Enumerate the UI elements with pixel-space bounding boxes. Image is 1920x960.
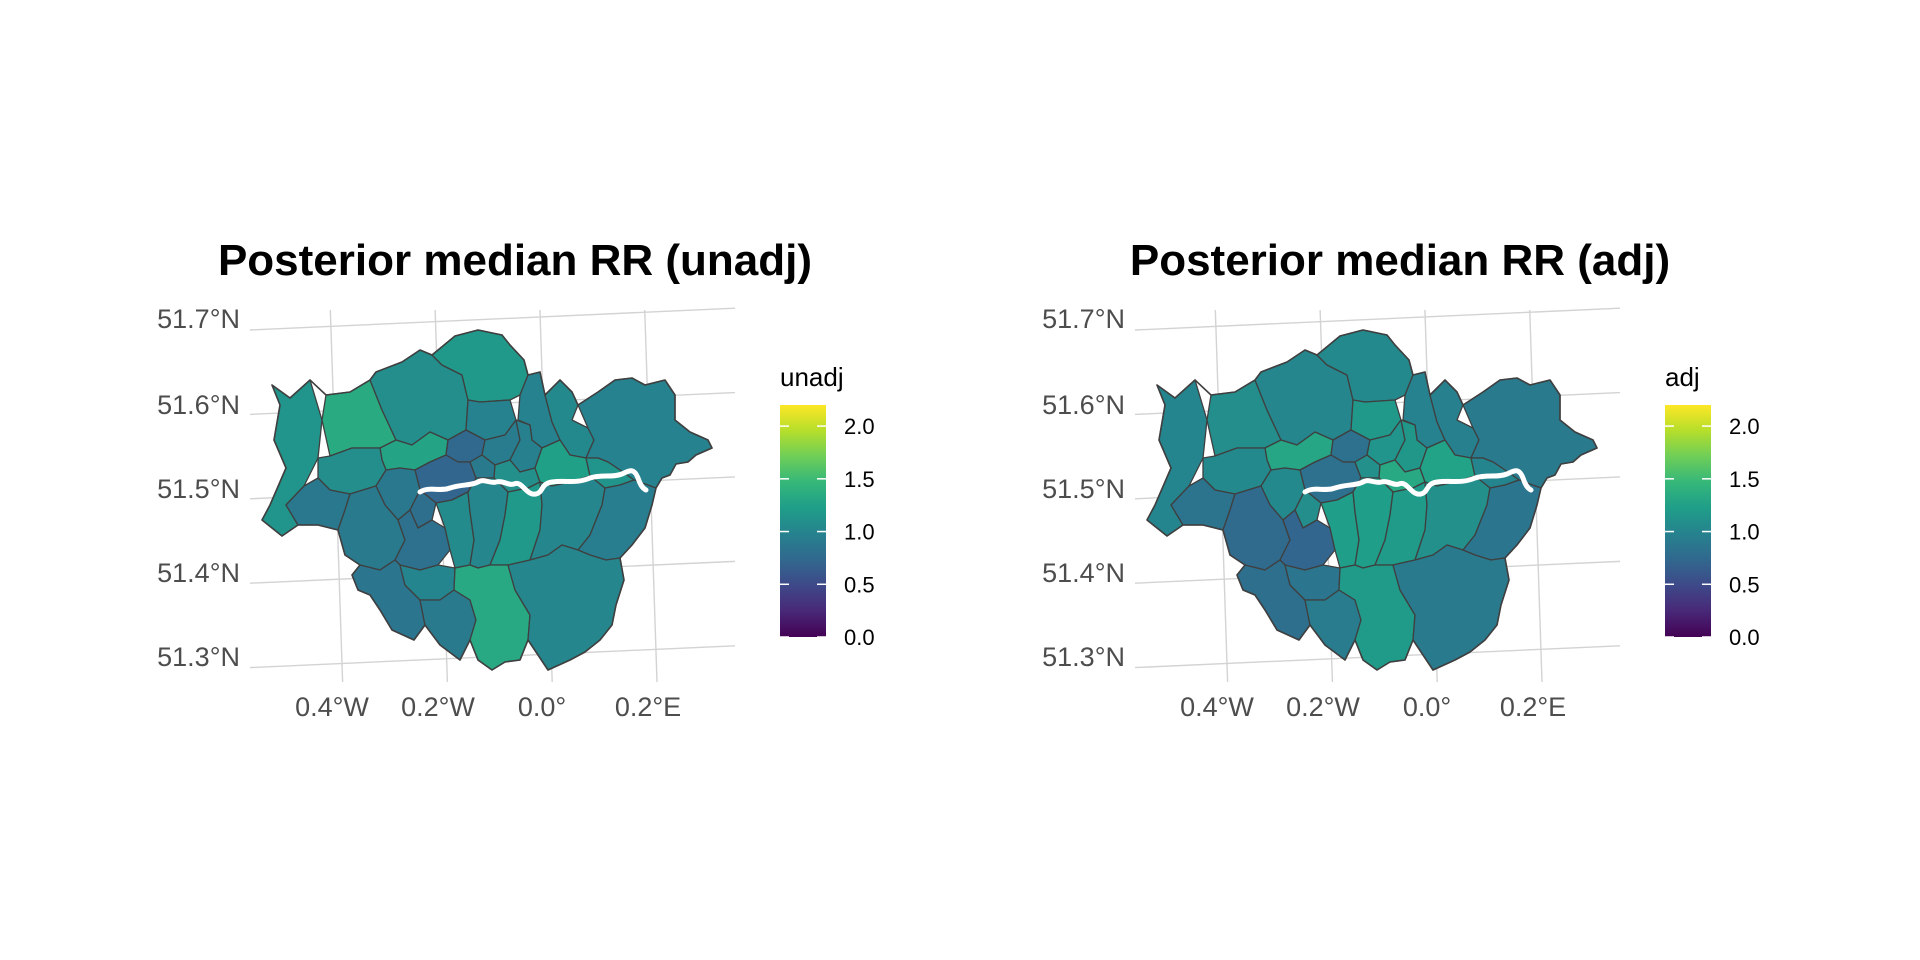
borough-sutton	[1304, 589, 1362, 661]
london-outline	[1146, 329, 1598, 671]
lon-tick-label: 0.4°W	[295, 692, 369, 722]
lon-tick-label: 0.0°	[1403, 692, 1451, 722]
map-panel-unadj: Posterior median RR (unadj) 51.7°N 51.6°N 5…	[157, 236, 874, 722]
map-panel-adj: Posterior median RR (adj)51.7°N 51.6°N 51.…	[1042, 236, 1759, 722]
lon-tick-label: 0.4°W	[1180, 692, 1254, 722]
lat-tick-label: 51.7°N	[157, 304, 240, 334]
legend-tick-label: 0.0	[1729, 625, 1760, 650]
colorbar	[780, 405, 826, 637]
lat-tick-label: 51.4°N	[157, 558, 240, 588]
lat-tick-label: 51.6°N	[1042, 390, 1125, 420]
legend-tick-label: 1.5	[844, 467, 875, 492]
river-thames	[1302, 468, 1534, 497]
lat-tick-label: 51.3°N	[1042, 642, 1125, 672]
lat-tick-label: 51.4°N	[1042, 558, 1125, 588]
gridline-lat	[249, 307, 736, 331]
legend-tick-label: 1.0	[844, 520, 875, 545]
lon-tick-label: 0.2°W	[1286, 692, 1360, 722]
borough-sutton	[419, 589, 477, 661]
legend-tick-label: 0.5	[844, 572, 875, 597]
lon-tick-label: 0.0°	[518, 692, 566, 722]
panel-title: Posterior median RR (adj)	[1130, 236, 1670, 285]
borough-map	[1146, 329, 1598, 671]
lon-tick-label: 0.2°E	[615, 692, 681, 722]
legend-title: unadj	[780, 362, 844, 392]
legend-tick-label: 2.0	[844, 414, 875, 439]
gridline-lat	[1134, 307, 1621, 331]
legend-tick-label: 1.0	[1729, 520, 1760, 545]
legend-tick-label: 0.5	[1729, 572, 1760, 597]
lon-tick-label: 0.2°E	[1500, 692, 1566, 722]
legend-tick-label: 0.0	[844, 625, 875, 650]
lat-tick-label: 51.3°N	[157, 642, 240, 672]
legend-title: adj	[1665, 362, 1700, 392]
lat-tick-label: 51.5°N	[1042, 474, 1125, 504]
lon-tick-label: 0.2°W	[401, 692, 475, 722]
lat-tick-label: 51.7°N	[1042, 304, 1125, 334]
lat-tick-label: 51.5°N	[157, 474, 240, 504]
legend-tick-label: 2.0	[1729, 414, 1760, 439]
colorbar	[1665, 405, 1711, 637]
panel-title: Posterior median RR (unadj)	[218, 236, 812, 285]
borough-map	[261, 329, 713, 671]
legend-tick-label: 1.5	[1729, 467, 1760, 492]
lat-tick-label: 51.6°N	[157, 390, 240, 420]
river-thames	[417, 468, 649, 497]
london-outline	[261, 329, 713, 671]
